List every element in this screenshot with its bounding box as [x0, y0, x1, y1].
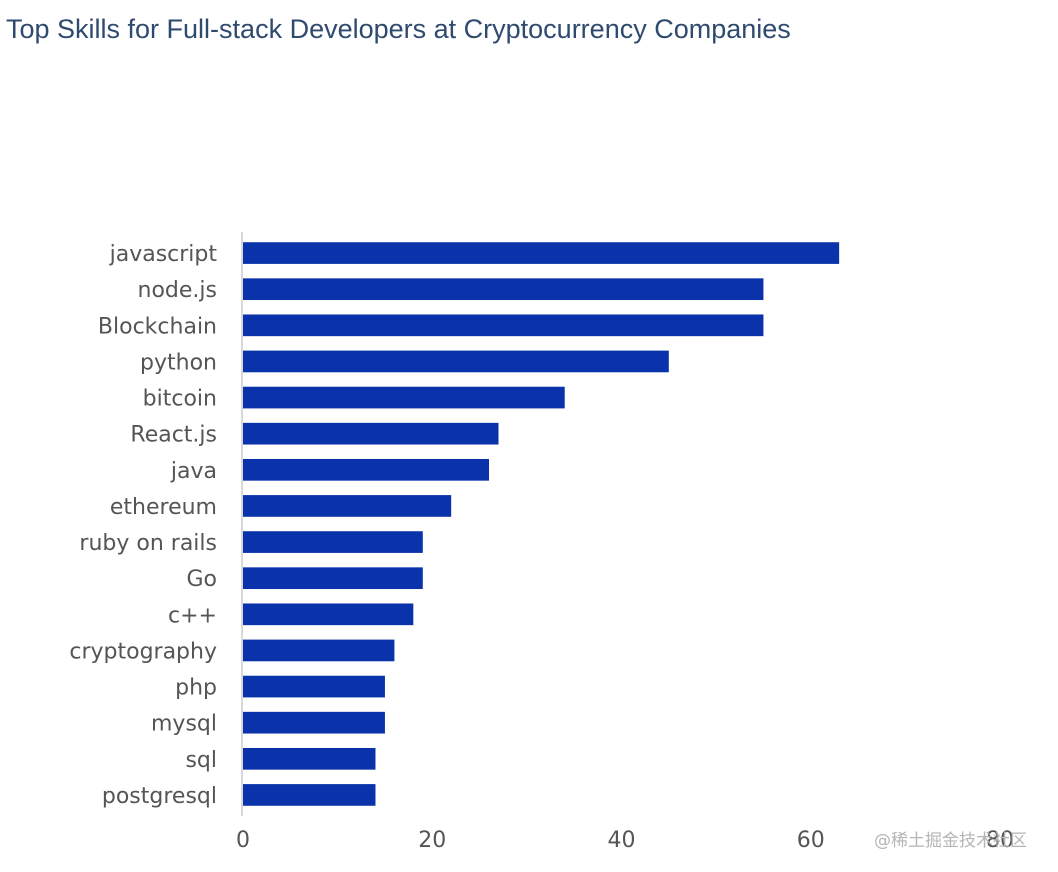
- chart-title: Top Skills for Full-stack Developers at …: [6, 14, 791, 44]
- category-label: Go: [186, 567, 217, 592]
- category-label: node.js: [138, 278, 217, 303]
- bar-php: [243, 675, 385, 698]
- watermark-text: @稀土掘金技术社区: [874, 831, 1027, 851]
- x-tick-label: 60: [797, 828, 825, 853]
- category-label: bitcoin: [143, 387, 217, 412]
- bar-sql: [243, 747, 376, 770]
- bar-cryptography: [243, 639, 395, 662]
- bar-javascript: [243, 242, 840, 264]
- category-label: php: [175, 676, 217, 701]
- bar-java: [243, 458, 490, 481]
- category-label: cryptography: [69, 639, 217, 664]
- x-tick-label: 80: [986, 828, 1014, 853]
- category-label: javascript: [109, 242, 218, 267]
- x-tick-label: 40: [608, 828, 636, 853]
- category-label: java: [170, 459, 217, 484]
- bar-c: [243, 603, 414, 626]
- category-label: ethereum: [110, 495, 217, 520]
- category-label: mysql: [151, 712, 217, 737]
- category-label: postgresql: [102, 784, 217, 809]
- category-label: React.js: [130, 423, 217, 448]
- x-axis-ticks: 0 20 40 60 80: [236, 828, 1014, 853]
- bar-mysql: [243, 711, 385, 734]
- x-tick-label: 0: [236, 828, 250, 853]
- bars-group: [243, 242, 840, 806]
- bar-blockchain: [243, 314, 764, 337]
- category-label: Blockchain: [98, 314, 217, 339]
- bar-go: [243, 567, 423, 590]
- bar-python: [243, 350, 669, 373]
- bar-react-js: [243, 422, 499, 445]
- category-labels: javascript node.js Blockchain python bitcoin…: [69, 242, 217, 809]
- bar-ethereum: [243, 495, 452, 517]
- x-tick-label: 20: [418, 828, 446, 853]
- bar-bitcoin: [243, 386, 565, 409]
- bar-ruby-on-rails: [243, 531, 423, 553]
- bar-node-js: [243, 278, 764, 301]
- category-label: c++: [168, 603, 217, 628]
- category-label: sql: [185, 748, 217, 773]
- bar-postgresql: [243, 784, 376, 806]
- category-label: ruby on rails: [79, 531, 217, 556]
- category-label: python: [140, 350, 217, 375]
